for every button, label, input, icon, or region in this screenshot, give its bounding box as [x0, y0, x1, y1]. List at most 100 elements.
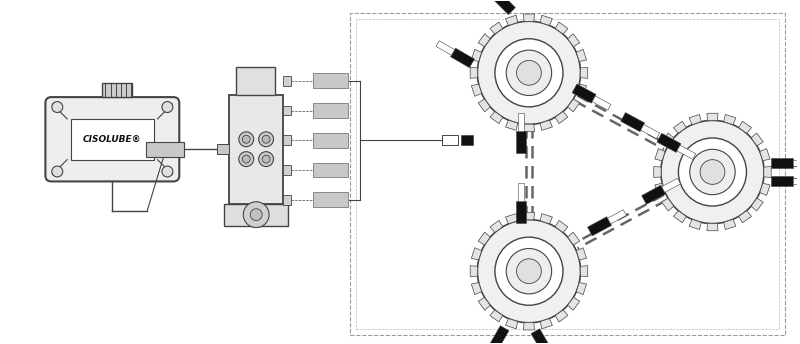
- Polygon shape: [555, 310, 568, 322]
- Bar: [462, 135, 474, 145]
- Bar: [442, 135, 458, 145]
- Polygon shape: [506, 120, 518, 130]
- Circle shape: [478, 21, 581, 125]
- Polygon shape: [540, 214, 552, 224]
- Polygon shape: [518, 114, 524, 131]
- Bar: [283, 195, 291, 205]
- Bar: [102, 83, 132, 97]
- Polygon shape: [655, 149, 665, 161]
- Polygon shape: [771, 176, 793, 186]
- Polygon shape: [531, 329, 550, 344]
- Polygon shape: [764, 166, 771, 178]
- Polygon shape: [592, 96, 611, 110]
- Polygon shape: [568, 298, 580, 310]
- Polygon shape: [642, 185, 666, 204]
- Polygon shape: [478, 232, 490, 245]
- Circle shape: [239, 132, 254, 147]
- Polygon shape: [540, 120, 552, 130]
- Bar: [283, 106, 291, 116]
- Circle shape: [678, 138, 746, 206]
- Polygon shape: [555, 221, 568, 233]
- Polygon shape: [724, 115, 736, 125]
- Polygon shape: [572, 84, 596, 103]
- Polygon shape: [478, 34, 490, 46]
- Polygon shape: [738, 211, 751, 223]
- Polygon shape: [662, 133, 674, 146]
- Polygon shape: [771, 158, 793, 168]
- Polygon shape: [471, 248, 482, 260]
- Polygon shape: [674, 121, 686, 133]
- Polygon shape: [689, 219, 702, 229]
- Polygon shape: [793, 160, 800, 166]
- Polygon shape: [760, 183, 770, 195]
- Bar: [283, 76, 291, 86]
- Circle shape: [162, 166, 173, 177]
- Polygon shape: [657, 133, 681, 152]
- Polygon shape: [677, 145, 696, 159]
- Circle shape: [242, 155, 250, 163]
- Bar: [283, 165, 291, 175]
- Polygon shape: [607, 210, 626, 224]
- Polygon shape: [751, 133, 763, 146]
- Polygon shape: [580, 266, 588, 277]
- Polygon shape: [523, 14, 534, 21]
- Polygon shape: [655, 183, 665, 195]
- Polygon shape: [760, 149, 770, 161]
- Polygon shape: [555, 111, 568, 123]
- Polygon shape: [540, 15, 552, 25]
- Polygon shape: [662, 198, 674, 211]
- Polygon shape: [450, 48, 474, 68]
- Circle shape: [262, 155, 270, 163]
- Polygon shape: [621, 112, 645, 132]
- Polygon shape: [471, 84, 482, 96]
- Circle shape: [495, 237, 563, 305]
- Bar: [313, 192, 349, 207]
- Polygon shape: [506, 214, 518, 224]
- Bar: [229, 95, 283, 204]
- Polygon shape: [576, 50, 586, 62]
- Polygon shape: [568, 34, 580, 46]
- Circle shape: [690, 149, 735, 195]
- Polygon shape: [490, 111, 502, 123]
- Circle shape: [506, 248, 552, 294]
- Text: CISOLUBE®: CISOLUBE®: [83, 135, 142, 144]
- Polygon shape: [689, 115, 702, 125]
- Circle shape: [700, 160, 725, 184]
- Circle shape: [258, 132, 274, 147]
- Polygon shape: [674, 211, 686, 223]
- Polygon shape: [724, 219, 736, 229]
- Circle shape: [262, 135, 270, 143]
- Polygon shape: [490, 326, 509, 344]
- Polygon shape: [493, 0, 515, 14]
- Polygon shape: [576, 248, 586, 260]
- Circle shape: [258, 152, 274, 166]
- Polygon shape: [470, 266, 478, 277]
- Bar: [313, 73, 349, 88]
- Polygon shape: [738, 121, 751, 133]
- Circle shape: [243, 202, 269, 227]
- Polygon shape: [707, 113, 718, 121]
- Polygon shape: [568, 99, 580, 112]
- Circle shape: [162, 101, 173, 112]
- Circle shape: [517, 259, 542, 283]
- Polygon shape: [490, 221, 502, 233]
- Circle shape: [52, 101, 62, 112]
- Polygon shape: [576, 282, 586, 294]
- Polygon shape: [751, 198, 763, 211]
- Polygon shape: [490, 22, 502, 34]
- Bar: [356, 19, 779, 329]
- Polygon shape: [587, 217, 611, 236]
- Polygon shape: [506, 15, 518, 25]
- Circle shape: [661, 120, 764, 224]
- Circle shape: [52, 166, 62, 177]
- Polygon shape: [436, 41, 454, 55]
- Polygon shape: [478, 298, 490, 310]
- Polygon shape: [793, 178, 800, 184]
- Bar: [313, 163, 349, 178]
- Bar: [71, 119, 154, 160]
- FancyBboxPatch shape: [46, 97, 179, 181]
- Bar: [313, 103, 349, 118]
- Bar: [350, 13, 785, 335]
- Polygon shape: [540, 319, 552, 329]
- Bar: [313, 133, 349, 148]
